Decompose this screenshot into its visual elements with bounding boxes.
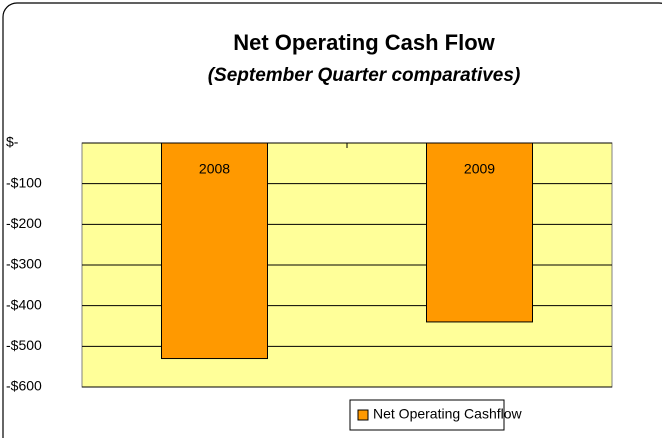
y-tick-label: $- [6,134,19,150]
y-tick-label: -$300 [6,256,42,272]
legend-box [349,399,505,431]
y-tick-label: -$100 [6,174,42,190]
x-tick-label: 2009 [464,161,495,177]
y-tick-label: -$200 [6,215,42,231]
y-tick-label: -$400 [6,296,42,312]
legend-label: Net Operating Cashflow [373,406,523,422]
chart-title: Net Operating Cash Flow [233,30,495,55]
y-tick-label: -$500 [6,337,42,353]
y-tick-label: -$600 [6,378,42,394]
chart-subtitle: (September Quarter comparatives) [208,65,521,86]
legend-swatch [357,409,369,421]
x-tick-label: 2008 [199,161,230,177]
